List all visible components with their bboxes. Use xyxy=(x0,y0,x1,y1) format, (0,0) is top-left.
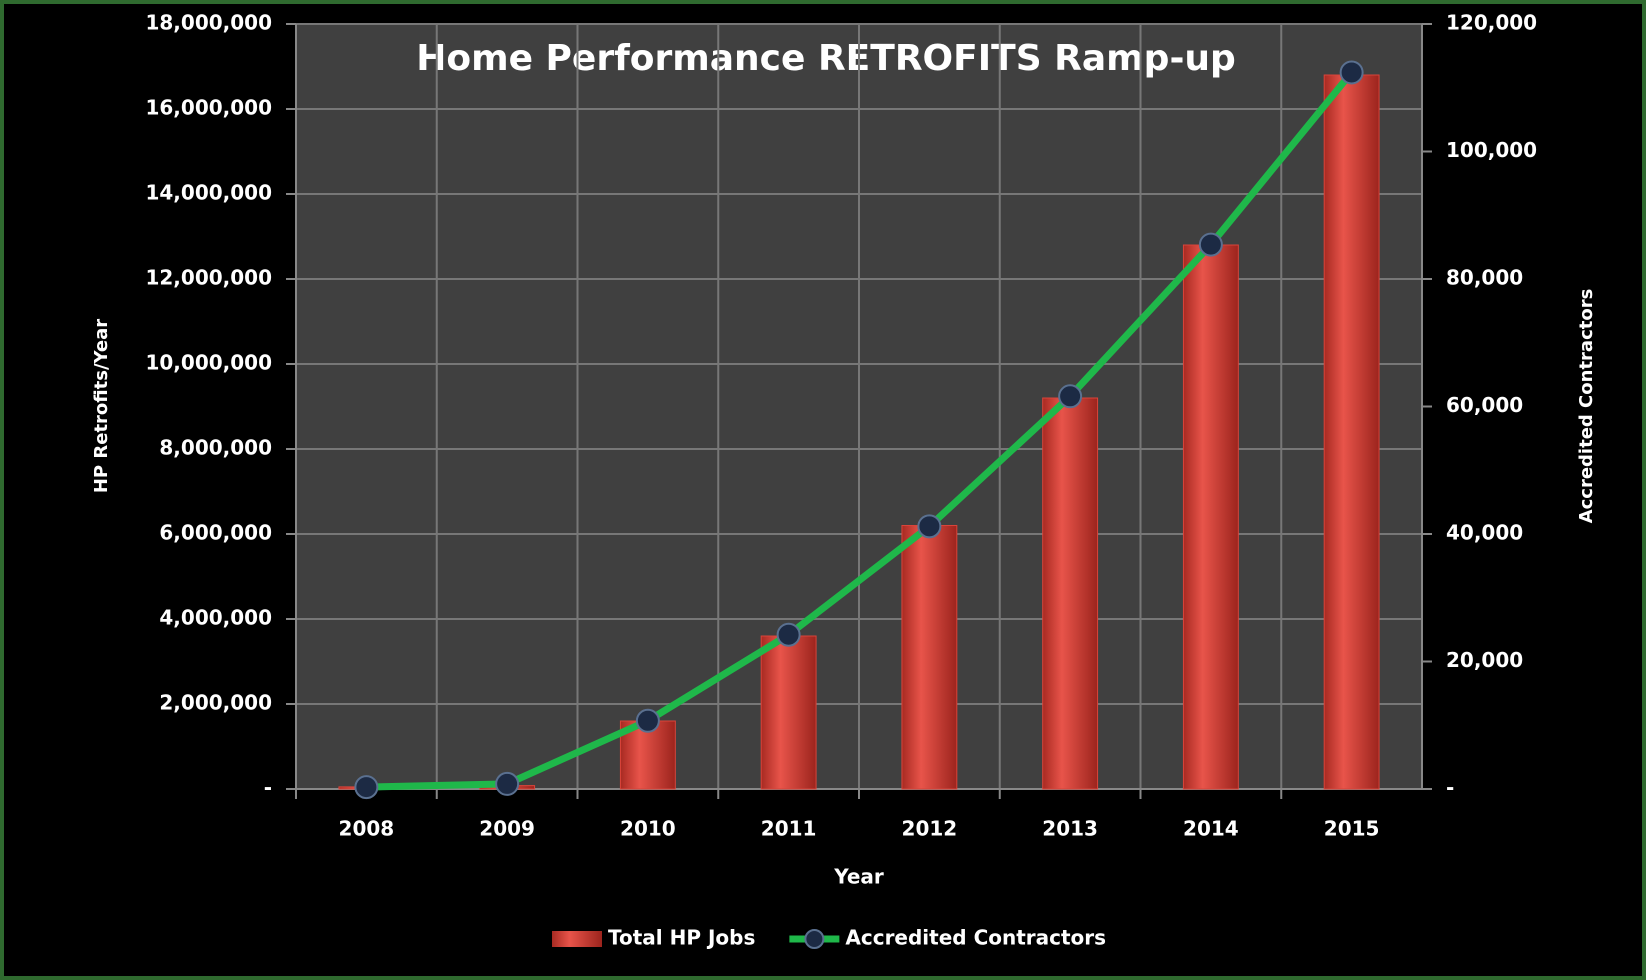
x-tick-label: 2010 xyxy=(620,817,676,841)
x-axis-title: Year xyxy=(833,865,884,889)
line-marker xyxy=(1198,232,1223,257)
y-tick-label: 10,000,000 xyxy=(145,351,272,375)
line-marker xyxy=(1058,384,1083,409)
y-tick-label: - xyxy=(264,776,272,800)
bar xyxy=(1182,244,1239,790)
y-tick-label: 18,000,000 xyxy=(145,11,272,35)
line-marker xyxy=(776,622,801,647)
line-marker xyxy=(495,771,520,796)
bar xyxy=(760,635,817,790)
x-tick-label: 2013 xyxy=(1042,817,1098,841)
y-tick-label: 6,000,000 xyxy=(159,521,272,545)
y2-tick-label: - xyxy=(1446,776,1454,800)
legend-label: Accredited Contractors xyxy=(845,926,1106,950)
y2-tick-label: 40,000 xyxy=(1446,521,1523,545)
line-marker xyxy=(917,514,942,539)
y2-tick-label: 20,000 xyxy=(1446,648,1523,672)
x-tick-label: 2012 xyxy=(902,817,958,841)
line xyxy=(366,70,1355,791)
y-tick-label: 8,000,000 xyxy=(159,436,272,460)
bar xyxy=(1323,74,1380,790)
x-tick-label: 2011 xyxy=(761,817,817,841)
line-marker xyxy=(635,708,660,733)
x-tick-label: 2009 xyxy=(479,817,535,841)
y2-tick-label: 80,000 xyxy=(1446,266,1523,290)
legend-swatch xyxy=(552,931,602,947)
line-marker xyxy=(1339,60,1364,85)
x-tick-label: 2014 xyxy=(1183,817,1239,841)
y2-tick-label: 100,000 xyxy=(1446,138,1537,162)
x-tick-label: 2008 xyxy=(339,817,395,841)
line-marker xyxy=(354,775,379,800)
x-tick-label: 2015 xyxy=(1324,817,1380,841)
legend-marker xyxy=(804,929,825,949)
chart-title: Home Performance RETROFITS Ramp-up xyxy=(416,38,1236,79)
y-tick-label: 4,000,000 xyxy=(159,606,272,630)
y2-axis-title: Accredited Contractors xyxy=(1576,289,1597,524)
y2-tick-label: 60,000 xyxy=(1446,393,1523,417)
y-tick-label: 16,000,000 xyxy=(145,96,272,120)
legend-label: Total HP Jobs xyxy=(608,926,755,950)
y-tick-label: 12,000,000 xyxy=(145,266,272,290)
y-tick-label: 14,000,000 xyxy=(145,181,272,205)
y-axis-title: HP Retrofits/Year xyxy=(91,319,112,493)
bar xyxy=(901,525,958,790)
y2-tick-label: 120,000 xyxy=(1446,11,1537,35)
y-tick-label: 2,000,000 xyxy=(159,691,272,715)
bar xyxy=(1042,397,1099,790)
